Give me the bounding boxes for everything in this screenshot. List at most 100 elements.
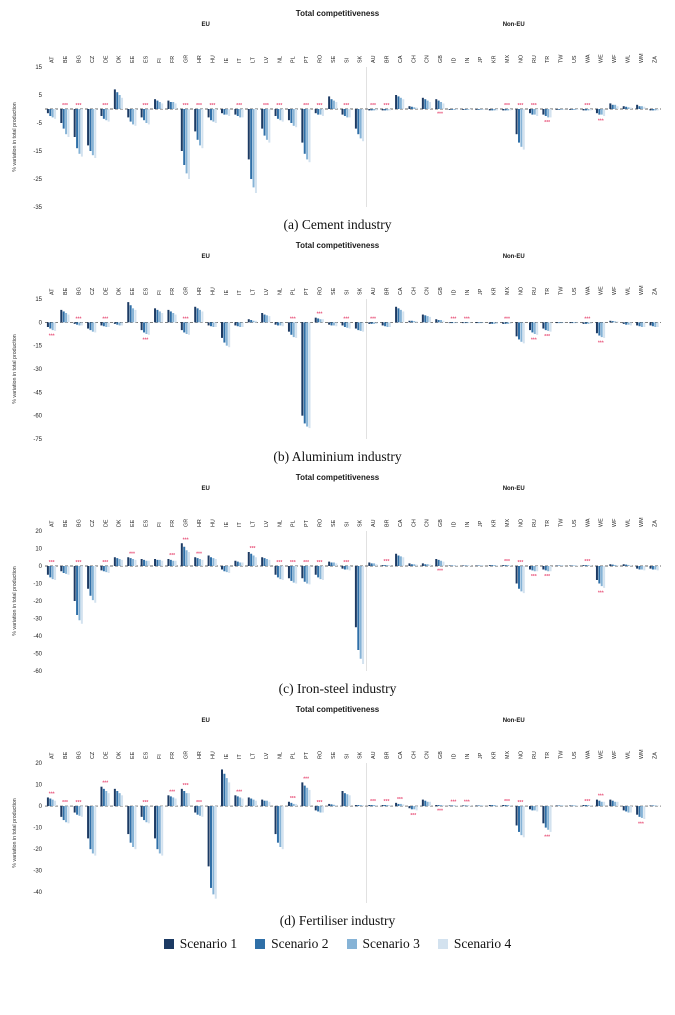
svg-text:Non-EU: Non-EU — [503, 22, 525, 28]
chart-caption: (a) Cement industry — [283, 217, 392, 232]
svg-text:***: *** — [317, 800, 323, 806]
svg-text:5: 5 — [39, 93, 43, 99]
svg-text:***: *** — [638, 821, 644, 827]
svg-text:ID: ID — [451, 521, 457, 526]
svg-text:***: *** — [303, 560, 309, 566]
svg-text:% variation in total productio: % variation in total production — [12, 798, 18, 868]
svg-text:WA: WA — [585, 286, 591, 295]
svg-text:WA: WA — [585, 518, 591, 527]
svg-text:0: 0 — [39, 564, 43, 570]
svg-text:DK: DK — [117, 519, 123, 527]
svg-text:% variation in total productio: % variation in total production — [12, 566, 18, 636]
svg-text:US: US — [572, 751, 578, 759]
svg-text:WA: WA — [585, 750, 591, 759]
svg-text:HU: HU — [210, 751, 216, 759]
svg-text:SE: SE — [331, 287, 337, 295]
svg-text:GR: GR — [184, 55, 190, 63]
svg-text:***: *** — [437, 568, 443, 574]
svg-text:***: *** — [76, 316, 82, 322]
svg-text:WL: WL — [626, 55, 632, 63]
svg-text:IE: IE — [224, 521, 230, 526]
svg-text:***: *** — [584, 799, 590, 805]
chart-caption: (c) Iron-steel industry — [278, 680, 397, 696]
svg-text:GB: GB — [438, 750, 444, 758]
svg-text:***: *** — [598, 590, 604, 596]
svg-text:***: *** — [343, 560, 349, 566]
svg-text:CN: CN — [425, 55, 431, 63]
svg-text:RO: RO — [318, 55, 324, 63]
svg-text:CN: CN — [425, 287, 431, 295]
panel-aluminium: Total competitiveness % variation in tot… — [0, 241, 675, 465]
svg-text:RU: RU — [532, 55, 538, 63]
svg-text:CA: CA — [398, 287, 404, 295]
svg-text:0: 0 — [39, 320, 43, 326]
svg-text:***: *** — [451, 799, 457, 805]
svg-text:-75: -75 — [33, 437, 42, 443]
svg-text:EE: EE — [130, 519, 136, 527]
svg-text:IE: IE — [224, 289, 230, 294]
svg-text:***: *** — [169, 789, 175, 795]
svg-text:LT: LT — [251, 56, 257, 63]
svg-text:BE: BE — [63, 751, 69, 759]
svg-text:HR: HR — [197, 751, 203, 759]
svg-text:0: 0 — [39, 804, 43, 810]
svg-text:MX: MX — [505, 55, 511, 63]
svg-text:***: *** — [598, 119, 604, 125]
svg-text:CH: CH — [411, 287, 417, 295]
svg-text:-30: -30 — [33, 367, 42, 373]
svg-text:-30: -30 — [33, 868, 42, 874]
svg-text:-25: -25 — [33, 177, 42, 183]
svg-text:RO: RO — [318, 750, 324, 758]
svg-text:LT: LT — [251, 520, 257, 527]
svg-text:AU: AU — [371, 519, 377, 527]
svg-text:LV: LV — [264, 752, 270, 759]
svg-text:BE: BE — [63, 287, 69, 295]
svg-text:***: *** — [76, 103, 82, 109]
svg-text:***: *** — [504, 559, 510, 565]
svg-text:BR: BR — [384, 751, 390, 759]
svg-text:***: *** — [76, 560, 82, 566]
svg-text:SE: SE — [331, 519, 337, 527]
svg-text:***: *** — [129, 551, 135, 557]
svg-text:Non-EU: Non-EU — [503, 254, 525, 260]
svg-text:ZA: ZA — [652, 519, 658, 526]
svg-text:JP: JP — [478, 520, 484, 527]
svg-text:***: *** — [437, 112, 443, 118]
svg-text:KR: KR — [492, 751, 498, 759]
panel-fertiliser: Total competitiveness % variation in tot… — [0, 705, 675, 929]
bar-chart-svg: % variation in total production 15 5 -5 -15 -… — [12, 22, 661, 211]
svg-text:***: *** — [290, 560, 296, 566]
svg-text:IT: IT — [237, 58, 243, 63]
svg-text:***: *** — [370, 316, 376, 322]
svg-text:IN: IN — [465, 753, 471, 758]
svg-text:***: *** — [236, 103, 242, 109]
svg-text:WE: WE — [599, 54, 605, 63]
svg-text:***: *** — [517, 800, 523, 806]
svg-text:US: US — [572, 287, 578, 295]
legend-label-scenario-3: Scenario 3 — [362, 936, 420, 952]
svg-text:DE: DE — [103, 519, 109, 527]
svg-text:PL: PL — [291, 752, 297, 759]
svg-text:***: *** — [517, 560, 523, 566]
svg-text:AT: AT — [50, 519, 56, 526]
svg-text:***: *** — [584, 559, 590, 565]
svg-text:RU: RU — [532, 287, 538, 295]
svg-text:KR: KR — [492, 287, 498, 295]
svg-text:TR: TR — [545, 56, 551, 63]
svg-text:GR: GR — [184, 287, 190, 295]
svg-text:PL: PL — [291, 288, 297, 295]
bar-chart-svg: % variation in total production 20 10 0 -10 -… — [12, 486, 661, 675]
svg-text:LV: LV — [264, 520, 270, 527]
svg-text:AU: AU — [371, 751, 377, 759]
svg-text:NO: NO — [518, 55, 524, 63]
svg-text:15: 15 — [35, 297, 42, 303]
svg-text:***: *** — [384, 103, 390, 109]
svg-text:AU: AU — [371, 287, 377, 295]
svg-text:BG: BG — [76, 519, 82, 527]
svg-text:LV: LV — [264, 288, 270, 295]
panel-cement: Total competitiveness % variation in tot… — [0, 9, 675, 233]
svg-text:CH: CH — [411, 55, 417, 63]
svg-text:***: *** — [102, 316, 108, 322]
svg-text:***: *** — [183, 316, 189, 322]
svg-text:***: *** — [531, 573, 537, 579]
